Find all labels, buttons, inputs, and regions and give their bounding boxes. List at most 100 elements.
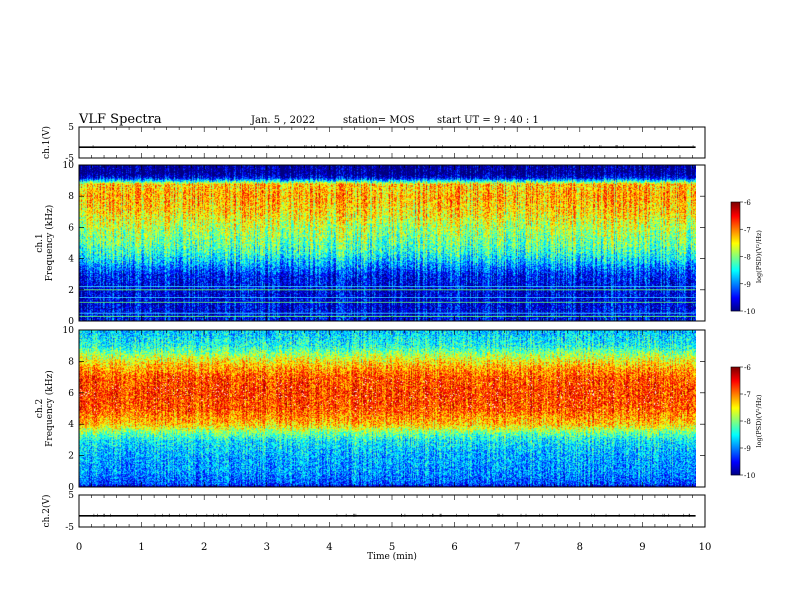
colorbar-1-cell xyxy=(731,244,740,246)
colorbar-1-cell xyxy=(731,264,740,266)
colorbar-2-cell xyxy=(731,451,740,453)
colorbar-1-cell xyxy=(731,261,740,263)
colorbar-2-cell xyxy=(731,467,740,469)
colorbar-1-cell xyxy=(731,295,740,297)
colorbar-1-cell xyxy=(731,233,740,235)
colorbar-2-cell xyxy=(731,412,740,414)
colorbar-1-cell xyxy=(731,241,740,243)
colorbar-2-cell xyxy=(731,395,740,397)
colorbar-2-cell xyxy=(731,370,740,372)
colorbar-1-cell xyxy=(731,205,740,207)
colorbar-1-cell xyxy=(731,259,740,261)
colorbar-2-cell xyxy=(731,384,740,386)
x-tick-label: 1 xyxy=(138,542,144,553)
colorbar-1-cell xyxy=(731,218,740,220)
colorbar-tick-label: -10 xyxy=(744,472,755,480)
colorbar-1-cell xyxy=(731,271,740,273)
colorbar-2-cell xyxy=(731,416,740,418)
colorbar-1-cell xyxy=(731,291,740,293)
colorbar-2-cell xyxy=(731,455,740,457)
y-tick-label: 5 xyxy=(68,491,74,501)
colorbar-2-cell xyxy=(731,474,740,476)
colorbar-2-cell xyxy=(731,390,740,392)
x-tick-label: 7 xyxy=(514,542,520,553)
y-axis-label: ch.1Frequency (kHz) xyxy=(35,205,55,282)
colorbar-1-cell xyxy=(731,226,740,228)
colorbar-2-cell xyxy=(731,415,740,417)
colorbar-2-cell xyxy=(731,470,740,472)
colorbar-1-cell xyxy=(731,230,740,232)
x-axis-label: Time (min) xyxy=(367,551,417,562)
colorbar-1-cell xyxy=(731,221,740,223)
start-time-label: start UT = 9 : 40 : 1 xyxy=(437,115,539,126)
colorbar-1-cell xyxy=(731,255,740,257)
colorbar-1-cell xyxy=(731,263,740,265)
chart-title: VLF Spectra xyxy=(79,112,162,127)
colorbar-1-cell xyxy=(731,223,740,225)
x-tick-label: 6 xyxy=(451,542,457,553)
colorbar-1-cell xyxy=(731,301,740,303)
colorbar-2-cell xyxy=(731,387,740,389)
colorbar-1-cell xyxy=(731,250,740,252)
colorbar-2-cell xyxy=(731,394,740,396)
colorbar-1-cell xyxy=(731,229,740,231)
colorbar-2-cell xyxy=(731,461,740,463)
colorbar-2-cell xyxy=(731,404,740,406)
colorbar-2-cell xyxy=(731,424,740,426)
colorbar-2-cell xyxy=(731,457,740,459)
y-axis-label: ch.2Frequency (kHz) xyxy=(35,370,55,447)
colorbar-2-cell xyxy=(731,445,740,447)
colorbar-1-cell xyxy=(731,276,740,278)
colorbar-2-cell xyxy=(731,402,740,404)
colorbar-1-cell xyxy=(731,209,740,211)
colorbar-2-cell xyxy=(731,438,740,440)
colorbar-1-cell xyxy=(731,225,740,227)
colorbar-2-cell xyxy=(731,436,740,438)
colorbar-1-cell xyxy=(731,304,740,306)
colorbar-2-cell xyxy=(731,431,740,433)
colorbar-2-cell xyxy=(731,393,740,395)
colorbar-1-cell xyxy=(731,203,740,205)
colorbar-1-cell xyxy=(731,253,740,255)
colorbar-2-cell xyxy=(731,410,740,412)
colorbar-2-cell xyxy=(731,471,740,473)
colorbar-1-cell xyxy=(731,219,740,221)
colorbar-tick-label: -8 xyxy=(744,254,751,262)
colorbar-2-cell xyxy=(731,414,740,416)
colorbar-2-cell xyxy=(731,462,740,464)
colorbar-1-cell xyxy=(731,278,740,280)
colorbar-tick-label: -9 xyxy=(744,445,751,453)
colorbar-2-cell xyxy=(731,468,740,470)
x-tick-label: 4 xyxy=(326,542,332,553)
colorbar-2-cell xyxy=(731,385,740,387)
colorbar-1-cell xyxy=(731,204,740,206)
y-axis-label: ch.2(V) xyxy=(41,495,52,528)
spectrogram-1-image xyxy=(79,165,696,321)
y-tick-label: 8 xyxy=(68,357,74,367)
colorbar-1-cell xyxy=(731,282,740,284)
colorbar-2-cell xyxy=(731,374,740,376)
y-tick-label: -5 xyxy=(65,154,74,164)
colorbar-1-cell xyxy=(731,268,740,270)
colorbar-2-cell xyxy=(731,450,740,452)
colorbar-2-cell xyxy=(731,378,740,380)
colorbar-2-cell xyxy=(731,372,740,374)
colorbar-2-cell xyxy=(731,371,740,373)
colorbar-tick-label: -7 xyxy=(744,391,751,399)
colorbar-1-cell xyxy=(731,299,740,301)
colorbar-2-cell xyxy=(731,375,740,377)
date-label: Jan. 5 , 2022 xyxy=(251,115,316,126)
colorbar-1-cell xyxy=(731,220,740,222)
colorbar-1-cell xyxy=(731,254,740,256)
colorbar-2-cell xyxy=(731,452,740,454)
colorbar-1-cell xyxy=(731,288,740,290)
colorbar-tick-label: -9 xyxy=(744,281,751,289)
spectrogram-2-image xyxy=(79,330,696,487)
colorbar-2-cell xyxy=(731,432,740,434)
y-tick-label: 0 xyxy=(68,317,74,327)
colorbar-1-cell xyxy=(731,257,740,259)
colorbar-2-cell xyxy=(731,409,740,411)
colorbar-1-cell xyxy=(731,281,740,283)
colorbar-1-cell xyxy=(731,235,740,237)
colorbar-2-cell xyxy=(731,401,740,403)
